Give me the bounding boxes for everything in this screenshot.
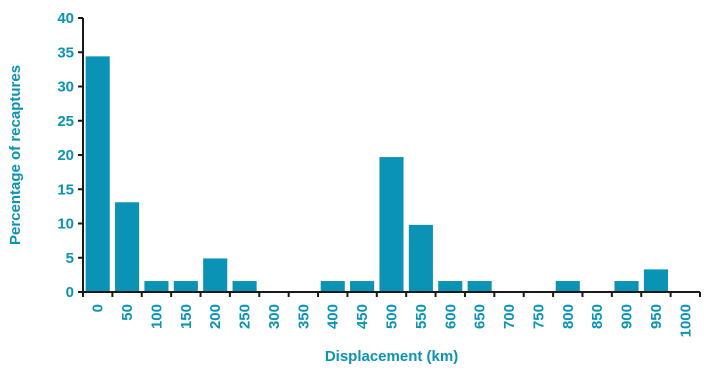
x-tick-label: 600: [442, 304, 459, 329]
x-tick-label: 250: [237, 304, 254, 329]
x-tick-label: 850: [589, 304, 606, 329]
y-tick-label: 15: [57, 181, 74, 198]
x-tick-label: 300: [266, 304, 283, 329]
bar-50: [115, 202, 140, 292]
y-tick-label: 5: [66, 250, 74, 267]
y-tick-label: 10: [57, 216, 74, 233]
x-tick-label: 500: [384, 304, 401, 329]
bar-150: [173, 281, 198, 292]
bar-400: [320, 281, 345, 292]
x-axis-label: Displacement (km): [325, 348, 458, 365]
x-tick-label: 1000: [677, 304, 694, 337]
y-tick-label: 20: [57, 147, 74, 164]
bar-100: [144, 281, 169, 292]
x-tick-label: 450: [354, 304, 371, 329]
y-axis-label: Percentage of recaptures: [7, 65, 24, 245]
bar-600: [438, 281, 463, 292]
x-tick-label: 900: [619, 304, 636, 329]
bar-0: [85, 56, 110, 292]
x-tick-label: 350: [295, 304, 312, 329]
x-tick-label: 550: [413, 304, 430, 329]
y-tick-label: 40: [57, 10, 74, 27]
y-tick-label: 35: [57, 44, 74, 61]
x-tick-label: 800: [560, 304, 577, 329]
x-ticks-group: 0 50 100 150 200 250 300 350 400 450 500 550 600 650 7…: [82, 292, 701, 337]
x-tick-label: 650: [472, 304, 489, 329]
bars-group: [85, 56, 668, 292]
x-tick-label: 750: [530, 304, 547, 329]
y-tick-label: 0: [66, 284, 74, 301]
y-ticks-group: 0 5 10 15 20 25 30 35 40: [57, 10, 83, 301]
bar-900: [614, 281, 639, 292]
y-tick-label: 25: [57, 113, 74, 130]
x-tick-label: 950: [648, 304, 665, 329]
x-tick-label: 0: [90, 304, 107, 312]
x-tick-label: 50: [119, 304, 136, 321]
bar-250: [232, 281, 257, 292]
x-tick-label: 100: [148, 304, 165, 329]
y-tick-label: 30: [57, 79, 74, 96]
bar-200: [203, 258, 228, 292]
x-tick-label: 200: [207, 304, 224, 329]
bar-950: [643, 269, 668, 292]
x-tick-label: 400: [325, 304, 342, 329]
bar-450: [350, 281, 375, 292]
bar-650: [467, 281, 492, 292]
bar-500: [379, 157, 404, 292]
x-tick-label: 150: [178, 304, 195, 329]
bar-550: [408, 224, 433, 292]
bar-800: [555, 281, 580, 292]
x-tick-label: 700: [501, 304, 518, 329]
